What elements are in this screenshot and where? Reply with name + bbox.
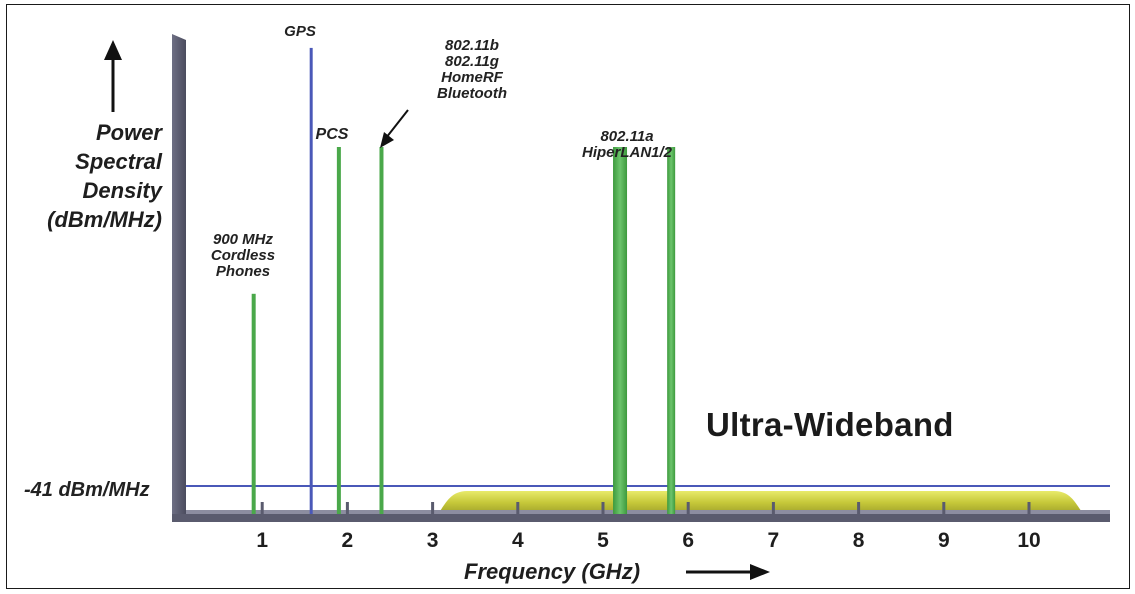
x-tick-label: 10 (1017, 529, 1040, 552)
x-tick-label: 4 (512, 529, 524, 552)
y-axis-title-text: Power Spectral Density (dBm/MHz) (47, 120, 164, 232)
uwb-label: Ultra-Wideband (706, 406, 954, 443)
signal-label-cordless: 900 MHz Cordless Phones (211, 231, 275, 280)
signal-line-pcs (336, 147, 341, 514)
y-axis (172, 34, 186, 522)
signal-label-gps: GPS (284, 23, 316, 40)
x-tick-label: 8 (853, 529, 865, 552)
bluetooth-pointer-arrow (380, 109, 409, 148)
signal-line-cordless (251, 293, 256, 514)
uwb-band (435, 491, 1087, 514)
signal-label-pcs: PCS (316, 126, 349, 143)
x-axis-ticks: 1 2 3 4 5 6 7 8 9 10 (256, 502, 1041, 552)
y-axis-title: Power Spectral Density (dBm/MHz) (47, 120, 164, 232)
signal-line-unii-low (613, 147, 628, 514)
x-tick-label: 2 (342, 529, 354, 552)
x-tick-label: 3 (427, 529, 439, 552)
x-tick-label: 1 (256, 529, 268, 552)
x-axis (172, 514, 1110, 522)
signal-label-ism24: 802.11b 802.11g HomeRF Bluetooth (437, 37, 507, 102)
uwb-label-box (688, 404, 1050, 456)
x-axis-top-bevel (186, 510, 1110, 514)
x-tick-label: 6 (682, 529, 694, 552)
x-axis-arrow (686, 564, 770, 580)
x-tick-label: 5 (597, 529, 609, 552)
signal-label-unii-low: 802.11a HiperLAN1/2 (582, 128, 673, 161)
x-tick-label: 9 (938, 529, 950, 552)
x-axis-title: Frequency (GHz) (464, 559, 640, 584)
signal-line-ism24 (379, 147, 384, 514)
signal-line-gps (309, 47, 313, 514)
signal-lines (251, 47, 676, 514)
signal-line-unii-high (667, 147, 676, 514)
threshold-label: -41 dBm/MHz (24, 479, 150, 501)
figure-frame (6, 4, 1130, 589)
signal-labels: 900 MHz Cordless Phones GPS PCS 802.11b 802.11… (211, 23, 673, 280)
y-axis-arrow (104, 40, 122, 112)
x-tick-label: 7 (768, 529, 780, 552)
